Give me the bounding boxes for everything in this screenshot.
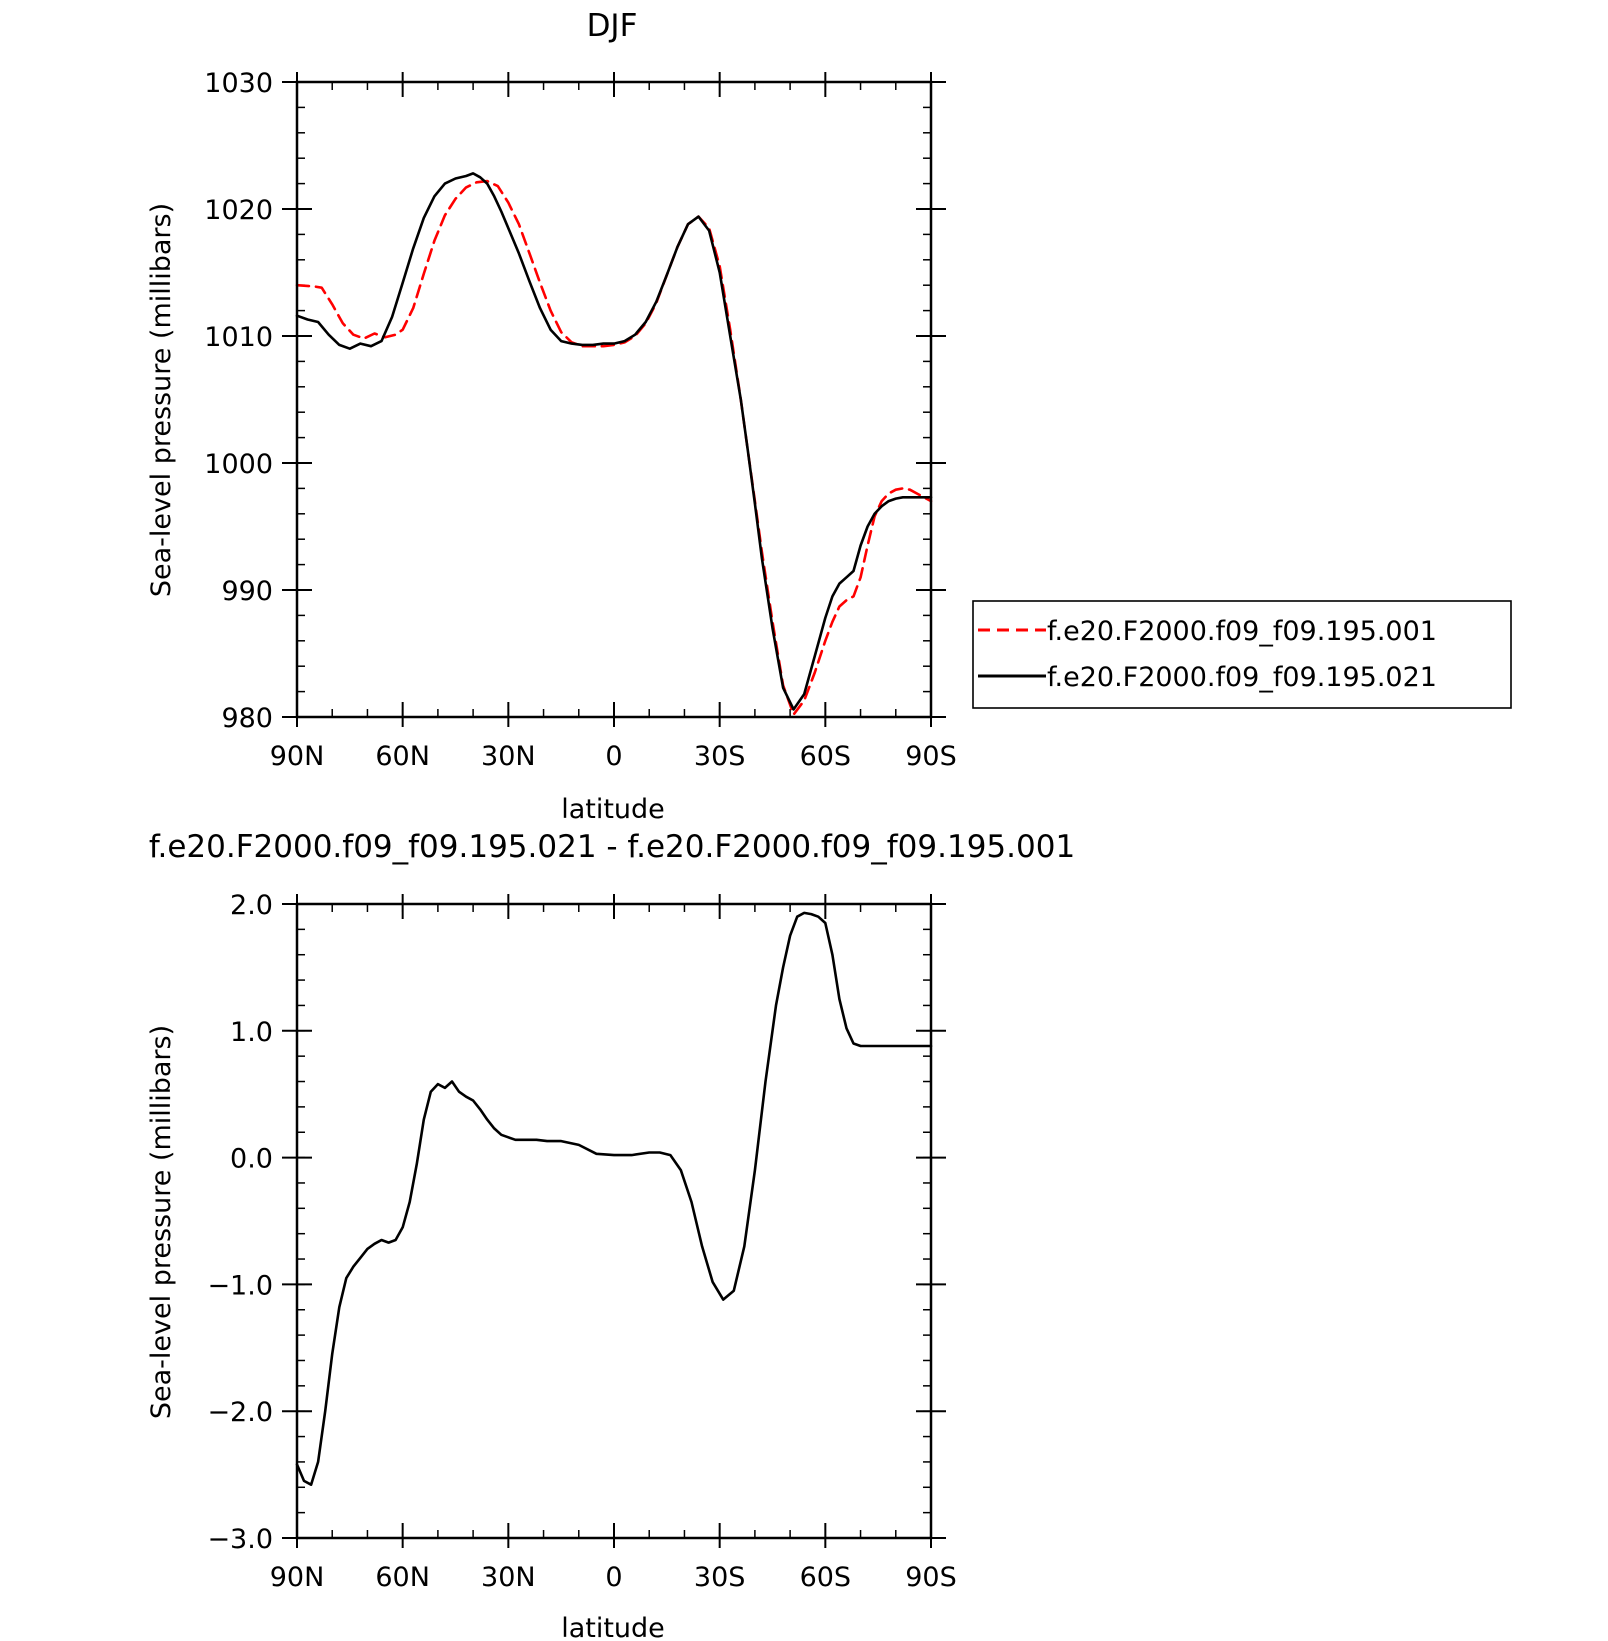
x-tick-label: 30S [694, 741, 746, 772]
x-tick-label: 90S [905, 741, 957, 772]
y-tick-label: 1010 [204, 322, 273, 353]
y-tick-label: −3.0 [207, 1524, 273, 1555]
x-tick-label: 60S [800, 1562, 852, 1593]
top-panel-series [295, 172, 933, 716]
top-panel-y-axis-label: Sea-level pressure (millibars) [146, 203, 177, 597]
y-tick-label: 1030 [204, 68, 273, 99]
legend: f.e20.F2000.f09_f09.195.001 f.e20.F2000.… [972, 600, 1512, 709]
y-tick-label: 980 [221, 703, 273, 734]
series-line-1 [295, 179, 933, 716]
series-line-1 [295, 911, 933, 1486]
x-tick-label: 60N [375, 741, 430, 772]
y-tick-label: −1.0 [207, 1270, 273, 1301]
top-panel-axes: 90N 60N 30N 0 30S 60S 90S 980 990 1000 1010 1020 103… [204, 68, 956, 772]
x-tick-label: 0 [605, 741, 622, 772]
bottom-panel-title: f.e20.F2000.f09_f09.195.021 - f.e20.F200… [149, 829, 1075, 865]
bottom-panel-x-axis-label: latitude [561, 1613, 665, 1641]
series-line-2 [295, 172, 933, 711]
y-tick-label: 1.0 [230, 1017, 273, 1048]
y-tick-label: 1020 [204, 195, 273, 226]
y-tick-label: 0.0 [230, 1144, 273, 1175]
x-tick-label: 30N [481, 741, 536, 772]
bottom-panel-y-axis-label: Sea-level pressure (millibars) [146, 1025, 177, 1419]
top-panel-frame [295, 80, 933, 719]
x-tick-label: 90N [270, 1562, 325, 1593]
x-tick-label: 0 [605, 1562, 622, 1593]
legend-label-run-021: f.e20.F2000.f09_f09.195.021 [1047, 662, 1437, 693]
top-panel: DJF Sea-level pressure (millibars) latit… [146, 8, 1512, 825]
y-tick-label: 2.0 [230, 890, 273, 921]
x-tick-label: 30S [694, 1562, 746, 1593]
x-tick-label: 60N [375, 1562, 430, 1593]
legend-box [972, 600, 1512, 709]
bottom-panel-frame [295, 902, 933, 1540]
bottom-panel-axes: 90N 60N 30N 0 30S 60S 90S −3.0 −2.0 −1.0 0.0 1.0 2.0 [207, 890, 956, 1593]
x-tick-label: 90S [905, 1562, 957, 1593]
y-tick-label: 1000 [204, 449, 273, 480]
x-tick-label: 60S [800, 741, 852, 772]
top-panel-title: DJF [587, 8, 638, 44]
bottom-panel-series [295, 911, 933, 1486]
x-tick-label: 90N [270, 741, 325, 772]
y-tick-label: 990 [221, 576, 273, 607]
legend-label-run-001: f.e20.F2000.f09_f09.195.001 [1047, 616, 1437, 647]
x-tick-label: 30N [481, 1562, 536, 1593]
top-panel-x-axis-label: latitude [561, 794, 665, 825]
y-tick-label: −2.0 [207, 1397, 273, 1428]
bottom-panel: f.e20.F2000.f09_f09.195.021 - f.e20.F200… [146, 829, 1075, 1641]
